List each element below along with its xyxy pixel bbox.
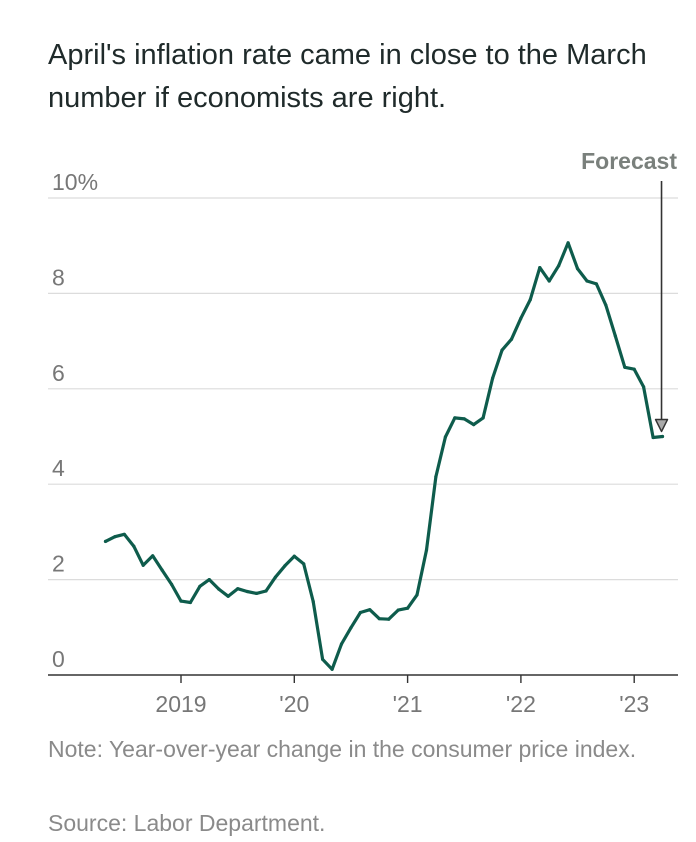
y-tick-label: 8	[52, 264, 65, 290]
data-point	[292, 554, 296, 558]
data-point	[151, 554, 155, 558]
x-tick-label: '23	[619, 691, 649, 717]
data-point	[396, 608, 400, 612]
data-point	[623, 365, 627, 369]
data-point	[462, 417, 466, 421]
data-point	[415, 593, 419, 597]
data-point	[330, 667, 334, 671]
x-axis-ticks: 2019 '20 '21 '22 '23	[155, 675, 649, 717]
data-point	[632, 367, 636, 371]
data-point	[207, 578, 211, 582]
x-tick-label: '22	[506, 691, 536, 717]
data-point	[604, 303, 608, 307]
data-point	[613, 334, 617, 338]
data-point	[311, 599, 315, 604]
data-point	[387, 617, 391, 621]
data-point	[566, 241, 570, 245]
data-point	[472, 423, 476, 427]
data-point	[660, 434, 665, 439]
x-tick-label: '20	[279, 691, 309, 717]
data-point	[254, 591, 259, 596]
data-point	[113, 535, 117, 539]
data-point	[575, 267, 580, 271]
data-point	[642, 385, 646, 389]
chart-title: April's inflation rate came in close to …	[48, 39, 647, 114]
data-point	[349, 626, 353, 630]
data-point	[226, 594, 230, 598]
forecast-annotation: Forecast	[581, 148, 677, 433]
forecast-arrow-head	[654, 418, 669, 433]
inflation-line-chart: 10% 8 6 4 2 0 2019 '20 '21 '22 '23 Forecast	[48, 148, 678, 717]
gridlines	[48, 197, 678, 581]
cpi-data-points	[103, 241, 665, 671]
data-point	[528, 298, 532, 302]
data-point	[594, 282, 599, 286]
data-point	[160, 568, 164, 572]
data-point	[368, 608, 372, 612]
data-point	[377, 617, 381, 621]
data-point	[141, 563, 145, 567]
data-point	[453, 416, 457, 420]
x-tick-label: 2019	[155, 691, 206, 717]
data-point	[443, 435, 447, 439]
data-point	[132, 544, 136, 548]
cpi-series-line	[103, 241, 665, 671]
data-point	[519, 316, 523, 320]
data-point	[538, 266, 542, 270]
data-point	[236, 587, 240, 591]
data-point	[491, 376, 495, 380]
data-point	[358, 610, 362, 615]
data-point	[557, 264, 561, 268]
forecast-label: Forecast	[581, 148, 677, 174]
data-point	[273, 575, 277, 579]
data-point	[198, 584, 202, 588]
data-point	[339, 642, 344, 646]
data-point	[217, 587, 221, 591]
y-tick-label: 4	[52, 455, 65, 481]
data-point	[283, 564, 287, 568]
data-point	[424, 548, 429, 552]
data-point	[302, 562, 306, 566]
data-point	[122, 532, 126, 536]
data-point	[321, 657, 325, 661]
data-point	[434, 475, 438, 479]
data-point	[188, 600, 192, 605]
data-point	[500, 348, 504, 352]
data-point	[406, 606, 410, 610]
x-tick-label: '21	[393, 691, 423, 717]
data-point	[170, 582, 174, 587]
chart-note: Note: Year-over-year change in the consu…	[48, 736, 637, 762]
data-point	[245, 589, 249, 594]
y-tick-label: 2	[52, 551, 65, 577]
data-point	[264, 589, 268, 593]
y-tick-label: 0	[52, 646, 65, 672]
data-point	[585, 279, 589, 283]
y-axis-tick-labels: 10% 8 6 4 2 0	[52, 169, 98, 672]
data-point	[103, 539, 108, 544]
y-tick-label: 6	[52, 360, 65, 386]
data-point	[651, 435, 655, 440]
data-point	[509, 337, 514, 341]
chart-source: Source: Labor Department.	[48, 810, 326, 836]
data-point	[547, 279, 551, 283]
data-point	[179, 599, 183, 603]
y-tick-label: 10%	[52, 169, 98, 195]
data-point	[481, 416, 485, 420]
